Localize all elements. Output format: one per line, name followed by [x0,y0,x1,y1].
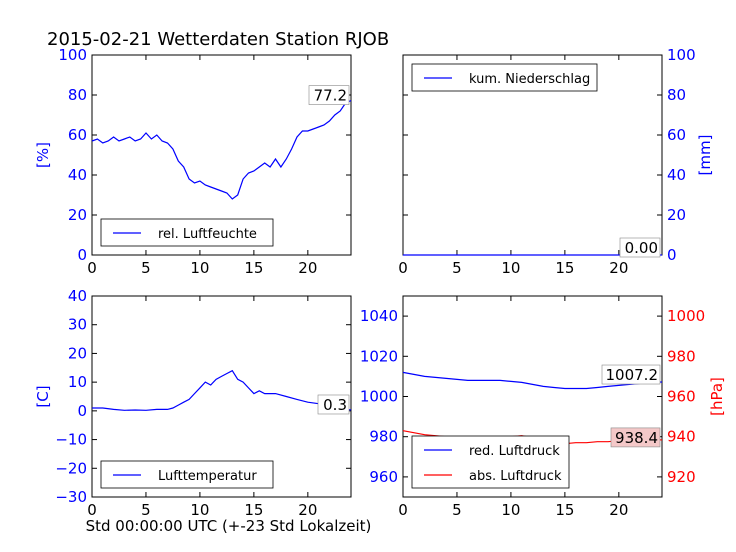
legend-box [100,218,274,247]
y-tick-label: 980 [369,428,398,446]
y-tick-label: 60 [667,126,686,144]
panel-humidity: 0 5 10 15 20 0 20 40 60 80 100 [%] rel. Luftfeuchte 7… [34,46,352,277]
y-axis-label: [%] [34,142,52,168]
x-tick-label: 15 [244,501,263,519]
x-tick-label: 0 [398,501,408,519]
legend-box [411,435,570,489]
last-value-annotation-box [619,237,661,258]
x-tick-label: 20 [609,259,628,277]
last-value-annotation: 0.3 [323,396,347,414]
x-tick-label: 0 [87,259,97,277]
x-tick-label: 10 [501,501,520,519]
series-line-rel-luftfeuchte [91,100,352,200]
y-tick-label: 40 [68,287,87,305]
x-axis-label: Std 00:00:00 UTC (+-23 Std Lokalzeit) [86,517,372,535]
y2-tick-label: 980 [667,347,696,365]
y-tick-label: −30 [55,488,87,506]
y2-tick-label: 960 [667,388,696,406]
panel-precipitation: 0 5 10 15 20 0 20 40 60 80 100 [mm] kum. Niederschla… [398,46,714,277]
x-tick-label: 20 [298,501,317,519]
y-tick-label: 80 [667,86,686,104]
y2-tick-label: 920 [667,468,696,486]
last-value-annotation: 0.00 [625,239,658,257]
x-tick-label: 5 [452,501,462,519]
y-tick-label: 40 [68,166,87,184]
x-tick-label: 15 [555,259,574,277]
y-axis-label: [mm] [696,135,714,176]
panel-pressure: 0 5 10 15 20 960 980 1000 1020 1040 920 940 960 980 10… [360,295,726,519]
x-tick-label: 15 [244,259,263,277]
x-tick-label: 15 [555,501,574,519]
y-tick-label: −20 [55,459,87,477]
x-tick-label: 0 [87,501,97,519]
last-value-annotation-red: 1007.2 [606,366,659,384]
y-tick-label: 0 [77,402,87,420]
last-value-annotation-box [308,85,350,105]
legend-label: rel. Luftfeuchte [158,227,257,242]
last-value-annotation-box [317,394,350,415]
x-tick-label: 5 [452,259,462,277]
figure-title: 2015-02-21 Wetterdaten Station RJOB [47,29,389,50]
legend-label: red. Luftdruck [469,444,560,459]
legend-label: abs. Luftdruck [469,469,562,484]
y-tick-label: 0 [667,246,677,264]
y-tick-label: 20 [68,344,87,362]
y-tick-label: 100 [667,46,696,64]
x-tick-label: 5 [141,259,151,277]
x-tick-label: 20 [298,259,317,277]
legend-label: Lufttemperatur [158,469,257,484]
y-tick-label: 960 [369,468,398,486]
panel-temperature: 0 5 10 15 20 −30 −20 −10 0 10 20 30 40 [C] Std 00:00:0… [34,287,371,535]
y2-tick-label: 940 [667,428,696,446]
series-line-lufttemperatur [92,369,352,411]
x-tick-label: 20 [609,501,628,519]
y-tick-label: 10 [68,373,87,391]
x-tick-label: 10 [190,259,209,277]
y-tick-label: 1000 [360,388,398,406]
y-tick-label: 20 [68,206,87,224]
series-line-red-luftdruck [402,371,663,390]
last-value-annotation-red-box [601,364,661,385]
y-tick-label: 40 [667,166,686,184]
y-tick-label: 0 [77,246,87,264]
last-value-annotation-abs-box [610,427,661,448]
last-value-annotation: 77.2 [314,87,347,105]
x-tick-label: 10 [190,501,209,519]
x-tick-label: 5 [141,501,151,519]
y-tick-label: 1040 [360,307,398,325]
y-tick-label: 80 [68,86,87,104]
y-tick-label: 30 [68,316,87,334]
x-tick-label: 10 [501,259,520,277]
y-tick-label: 100 [58,46,87,64]
y2-axis-label: [hPa] [708,377,726,416]
y-tick-label: 60 [68,126,87,144]
y-tick-label: 1020 [360,347,398,365]
y-tick-label: 20 [667,206,686,224]
legend-label: kum. Niederschlag [469,72,590,87]
y2-tick-label: 1000 [667,307,705,325]
last-value-annotation-abs: 938.4 [615,429,658,447]
y-tick-label: −10 [55,431,87,449]
y-axis-label: [C] [34,385,52,407]
x-tick-label: 0 [398,259,408,277]
